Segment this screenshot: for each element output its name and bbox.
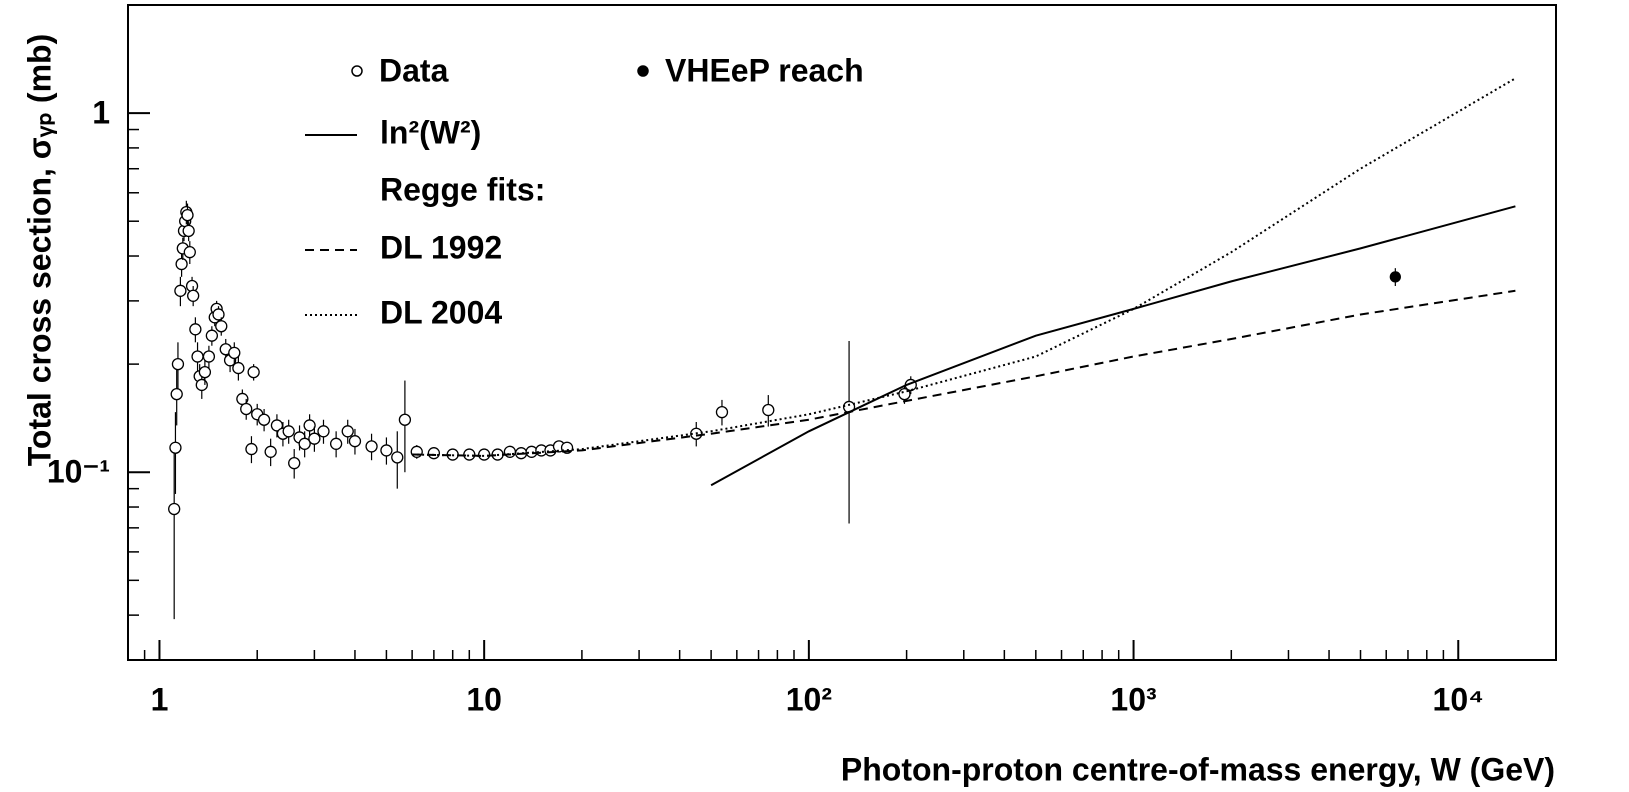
data-point (240, 402, 253, 416)
data-point (398, 413, 412, 426)
data-point (308, 432, 321, 445)
data-point (183, 246, 196, 259)
data-point (168, 502, 181, 516)
y-axis-label: Total cross section, σᵧₚ (mb) (21, 34, 57, 466)
data-point (715, 405, 729, 419)
y-tick-label: 10⁻¹ (47, 454, 110, 490)
x-tick-label: 10³ (1110, 681, 1156, 717)
data-point (171, 357, 185, 371)
data-point (195, 378, 208, 392)
data-point (198, 365, 212, 379)
plot-frame (127, 4, 1557, 661)
data-point (303, 419, 316, 432)
legend-label: Data (379, 52, 449, 88)
data-point (762, 403, 775, 417)
data-point (1389, 271, 1401, 283)
data-point (298, 437, 311, 450)
y-tick-label: 1 (92, 95, 110, 131)
x-tick-label: 10² (786, 681, 832, 717)
data-point (189, 323, 202, 336)
data-point (212, 308, 225, 321)
data-point (191, 350, 204, 363)
data-point (181, 208, 194, 222)
x-tick-label: 10 (466, 681, 502, 717)
data-point (174, 284, 187, 297)
data-point (264, 445, 277, 458)
data-point (478, 448, 491, 461)
data-point (247, 365, 260, 379)
x-tick-label: 10⁴ (1433, 681, 1484, 717)
data-point (329, 437, 343, 450)
data-point (391, 451, 404, 464)
data-point (380, 444, 393, 457)
data-point (228, 346, 241, 359)
legend-label: VHEeP reach (665, 52, 864, 88)
data-point (317, 425, 330, 438)
x-tick-label: 1 (151, 681, 169, 717)
data-point (427, 447, 441, 460)
legend-label: ln²(W²) (380, 114, 481, 150)
x-axis-label: Photon-proton centre-of-mass energy, W (… (841, 751, 1555, 787)
data-point (170, 387, 183, 401)
data-point (175, 257, 188, 271)
data-point (257, 413, 271, 426)
data-point (182, 224, 195, 238)
data-point (348, 435, 362, 448)
data-point (169, 441, 182, 454)
curve (412, 77, 1516, 457)
curve (710, 205, 1516, 487)
data-point (187, 289, 200, 302)
curve (412, 289, 1516, 457)
data-point (282, 425, 295, 438)
data-point (288, 456, 301, 470)
data-point (341, 425, 354, 438)
data-point (245, 442, 258, 456)
data-point (202, 350, 216, 363)
legend-label: DL 2004 (380, 294, 502, 330)
data-point (365, 440, 378, 453)
data-point (205, 329, 219, 342)
legend-label: DL 1992 (380, 229, 502, 265)
legend-marker (637, 65, 649, 77)
data-point (232, 361, 245, 375)
legend-marker (351, 65, 363, 77)
data-point (215, 320, 228, 333)
legend-heading: Regge fits: (380, 171, 545, 207)
